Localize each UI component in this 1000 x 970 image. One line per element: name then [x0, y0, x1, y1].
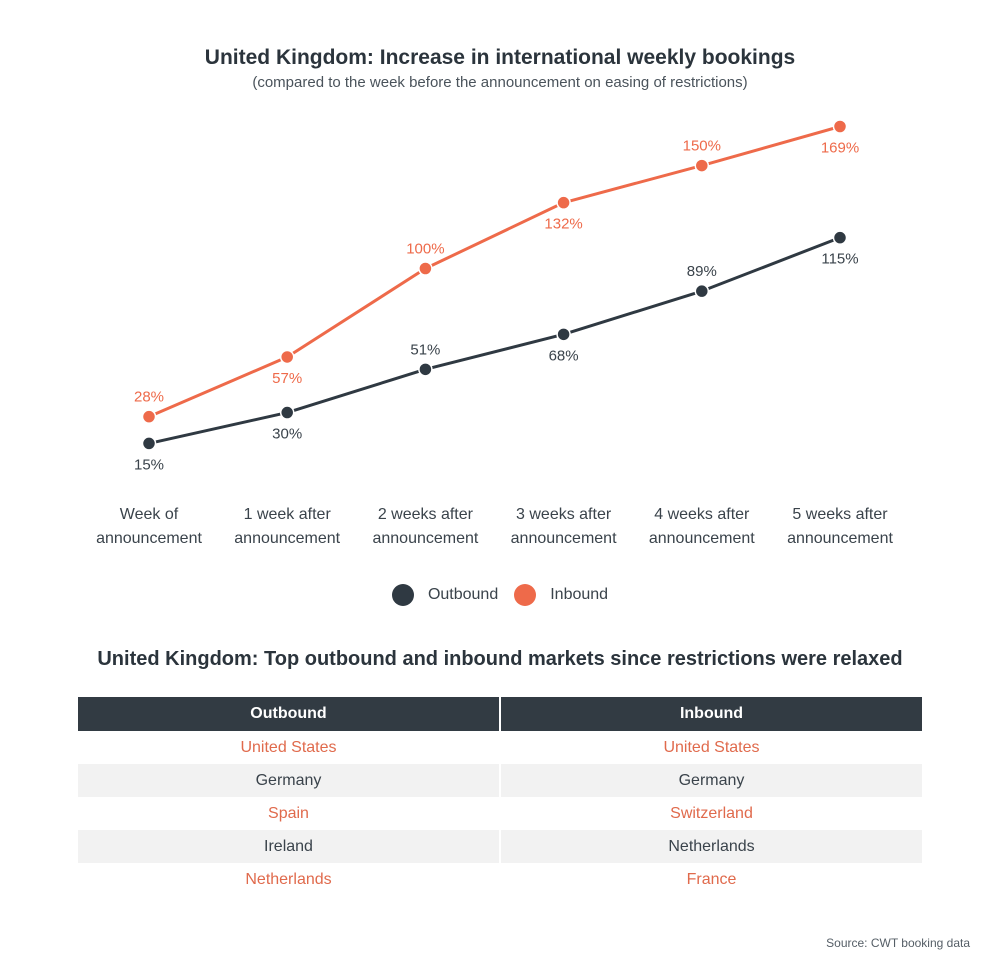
- table-row: United States United States: [78, 731, 922, 764]
- inbound-market-cell: Netherlands: [499, 830, 922, 863]
- legend-label-inbound: Inbound: [550, 586, 609, 603]
- outbound-data-label: 89%: [687, 263, 717, 280]
- table-title: United Kingdom: Top outbound and inbound…: [97, 648, 903, 670]
- outbound-data-label: 30%: [272, 426, 302, 443]
- chart-title: United Kingdom: Increase in internationa…: [204, 46, 796, 69]
- line-chart: 15% 30% 51% 68% 89% 115% 28% 57% 100% 132% 150% 169…: [96, 119, 893, 547]
- x-axis-tick-label: 4 weeks after: [654, 506, 750, 523]
- x-axis-tick-label: Week of: [120, 506, 179, 523]
- outbound-point: [832, 230, 848, 245]
- legend-item-outbound: Outbound: [391, 584, 499, 606]
- table-header-row: Outbound Inbound: [78, 697, 922, 731]
- legend-label-outbound: Outbound: [427, 586, 499, 603]
- inbound-point: [694, 158, 710, 173]
- table-row: Germany Germany: [78, 764, 922, 797]
- x-axis-tick-label: 2 weeks after: [378, 506, 474, 523]
- inbound-data-label: 169%: [821, 139, 859, 156]
- inbound-data-label: 100%: [406, 241, 444, 258]
- outbound-point: [556, 327, 571, 342]
- legend-item-inbound: Inbound: [514, 584, 608, 606]
- outbound-market-cell: United States: [78, 731, 500, 764]
- outbound-data-label: 51%: [410, 341, 440, 358]
- inbound-point: [141, 409, 157, 424]
- x-axis-tick-label: 1 week after: [244, 506, 332, 523]
- outbound-point: [279, 405, 295, 420]
- outbound-data-label: 115%: [821, 251, 858, 268]
- legend-swatch-outbound: [391, 584, 414, 606]
- x-axis-tick-label: announcement: [96, 530, 202, 547]
- x-axis-tick-label: announcement: [234, 530, 340, 547]
- outbound-point: [418, 362, 433, 377]
- inbound-point: [556, 195, 571, 210]
- inbound-data-label: 28%: [134, 389, 164, 406]
- outbound-data-label: 68%: [549, 347, 579, 364]
- inbound-point: [279, 349, 295, 365]
- x-axis-tick-label: announcement: [649, 530, 755, 547]
- chart-legend: Outbound Inbound: [0, 584, 1000, 606]
- outbound-market-cell: Netherlands: [78, 863, 500, 896]
- outbound-market-cell: Ireland: [78, 830, 500, 863]
- legend-swatch-inbound: [514, 584, 537, 606]
- column-header-inbound: Inbound: [499, 697, 922, 731]
- x-axis-tick-label: announcement: [511, 530, 617, 547]
- inbound-data-label: 57%: [272, 370, 302, 387]
- outbound-point: [694, 283, 710, 299]
- table-row: Ireland Netherlands: [78, 830, 922, 863]
- inbound-market-cell: United States: [499, 731, 922, 764]
- inbound-data-label: 132%: [544, 216, 582, 233]
- x-axis-tick-label: announcement: [372, 530, 478, 547]
- inbound-market-cell: Germany: [499, 764, 922, 797]
- outbound-market-cell: Spain: [78, 797, 500, 830]
- inbound-data-label: 150%: [683, 138, 721, 155]
- source-note: Source: CWT booking data: [826, 936, 970, 950]
- outbound-data-label: 15%: [134, 456, 164, 473]
- table-row: Spain Switzerland: [78, 797, 922, 830]
- inbound-series-line: [147, 124, 842, 419]
- inbound-point: [418, 261, 433, 276]
- outbound-market-cell: Germany: [78, 764, 500, 797]
- inbound-market-cell: Switzerland: [499, 797, 922, 830]
- chart-subtitle: (compared to the week before the announc…: [252, 74, 748, 91]
- table-row: Netherlands France: [78, 863, 922, 896]
- inbound-point: [832, 119, 848, 134]
- x-axis-tick-label: 5 weeks after: [792, 506, 888, 523]
- x-axis-tick-label: announcement: [787, 530, 893, 547]
- markets-table: Outbound Inbound United States United St…: [78, 697, 922, 896]
- inbound-market-cell: France: [499, 863, 922, 896]
- x-axis-tick-label: 3 weeks after: [516, 506, 612, 523]
- outbound-point: [141, 436, 157, 451]
- column-header-outbound: Outbound: [78, 697, 500, 731]
- outbound-series-line: [147, 236, 842, 445]
